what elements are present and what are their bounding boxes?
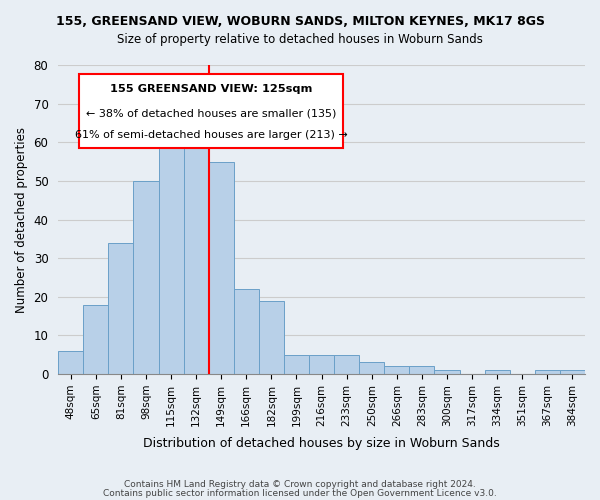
Bar <box>259 300 284 374</box>
Text: 155 GREENSAND VIEW: 125sqm: 155 GREENSAND VIEW: 125sqm <box>110 84 312 94</box>
Bar <box>184 123 209 374</box>
Bar <box>409 366 434 374</box>
Bar <box>334 354 359 374</box>
Bar <box>133 181 158 374</box>
Bar <box>284 354 309 374</box>
Text: Size of property relative to detached houses in Woburn Sands: Size of property relative to detached ho… <box>117 32 483 46</box>
Y-axis label: Number of detached properties: Number of detached properties <box>15 126 28 312</box>
X-axis label: Distribution of detached houses by size in Woburn Sands: Distribution of detached houses by size … <box>143 437 500 450</box>
Bar <box>309 354 334 374</box>
Text: Contains public sector information licensed under the Open Government Licence v3: Contains public sector information licen… <box>103 489 497 498</box>
Bar <box>485 370 510 374</box>
Bar <box>560 370 585 374</box>
FancyBboxPatch shape <box>79 74 343 148</box>
Bar <box>158 142 184 374</box>
Bar <box>83 304 109 374</box>
Bar <box>535 370 560 374</box>
Bar <box>209 162 234 374</box>
Bar <box>384 366 409 374</box>
Bar <box>434 370 460 374</box>
Text: 61% of semi-detached houses are larger (213) →: 61% of semi-detached houses are larger (… <box>74 130 347 140</box>
Bar <box>234 289 259 374</box>
Text: 155, GREENSAND VIEW, WOBURN SANDS, MILTON KEYNES, MK17 8GS: 155, GREENSAND VIEW, WOBURN SANDS, MILTO… <box>56 15 545 28</box>
Bar <box>58 351 83 374</box>
Text: ← 38% of detached houses are smaller (135): ← 38% of detached houses are smaller (13… <box>86 108 336 118</box>
Text: Contains HM Land Registry data © Crown copyright and database right 2024.: Contains HM Land Registry data © Crown c… <box>124 480 476 489</box>
Bar <box>359 362 384 374</box>
Bar <box>109 242 133 374</box>
